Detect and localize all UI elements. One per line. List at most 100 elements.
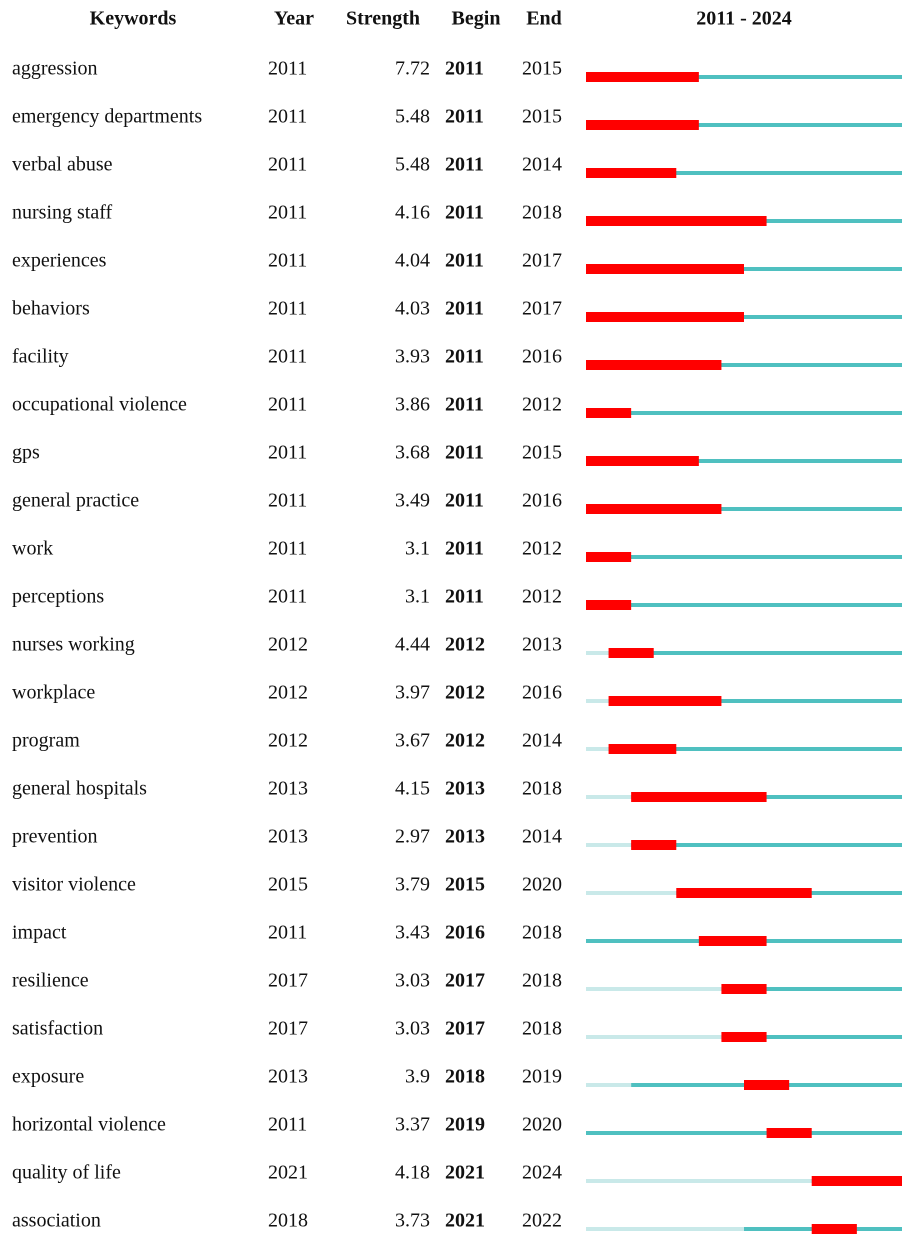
header-year: Year xyxy=(274,8,314,30)
end: 2015 xyxy=(522,58,562,80)
strength: 3.9 xyxy=(405,1066,430,1088)
keyword: general practice xyxy=(12,490,139,512)
year: 2018 xyxy=(268,1210,308,1232)
year: 2021 xyxy=(268,1162,308,1184)
burst-bar xyxy=(586,456,699,466)
end: 2020 xyxy=(522,874,562,896)
strength: 4.15 xyxy=(395,778,430,800)
end: 2017 xyxy=(522,250,562,272)
burst-bar xyxy=(586,312,744,322)
end: 2017 xyxy=(522,298,562,320)
keyword: program xyxy=(12,730,80,752)
year: 2011 xyxy=(268,58,307,80)
year: 2011 xyxy=(268,586,307,608)
year: 2011 xyxy=(268,490,307,512)
strength: 3.68 xyxy=(395,442,430,464)
end: 2014 xyxy=(522,730,562,752)
begin: 2011 xyxy=(445,298,484,320)
pre-year-line xyxy=(586,1083,632,1087)
burst-bar xyxy=(586,120,699,130)
begin: 2013 xyxy=(445,778,485,800)
end: 2018 xyxy=(522,778,562,800)
end: 2014 xyxy=(522,826,562,848)
burst-bar xyxy=(586,168,677,178)
keyword: experiences xyxy=(12,250,107,272)
strength: 3.37 xyxy=(395,1114,430,1136)
keyword: nursing staff xyxy=(12,202,113,224)
strength: 3.79 xyxy=(395,874,430,896)
burst-bar xyxy=(586,600,632,610)
begin: 2011 xyxy=(445,250,484,272)
year: 2013 xyxy=(268,826,308,848)
keyword: impact xyxy=(12,922,67,944)
active-line xyxy=(586,1131,902,1135)
pre-year-line xyxy=(586,891,677,895)
keyword: aggression xyxy=(12,58,98,80)
strength: 5.48 xyxy=(395,106,430,128)
pre-year-line xyxy=(586,747,609,751)
pre-year-line xyxy=(586,1179,812,1183)
active-line xyxy=(608,747,902,751)
strength: 3.93 xyxy=(395,346,430,368)
strength: 4.18 xyxy=(395,1162,430,1184)
end: 2018 xyxy=(522,970,562,992)
begin: 2011 xyxy=(445,586,484,608)
year: 2017 xyxy=(268,970,308,992)
burst-bar xyxy=(608,648,654,658)
burst-bar xyxy=(811,1176,902,1186)
keyword: work xyxy=(12,538,53,560)
pre-year-line xyxy=(586,651,609,655)
strength: 7.72 xyxy=(395,58,430,80)
year: 2011 xyxy=(268,922,307,944)
active-line xyxy=(586,459,902,463)
active-line xyxy=(721,1035,902,1039)
pre-year-line xyxy=(586,795,632,799)
active-line xyxy=(586,171,902,175)
begin: 2012 xyxy=(445,682,485,704)
burst-bar xyxy=(811,1224,857,1234)
keyword: occupational violence xyxy=(12,394,187,416)
end: 2012 xyxy=(522,394,562,416)
keyword: resilience xyxy=(12,970,89,992)
year: 2011 xyxy=(268,298,307,320)
active-line xyxy=(586,363,902,367)
strength: 5.48 xyxy=(395,154,430,176)
burst-bar xyxy=(631,840,677,850)
header-strength: Strength xyxy=(346,8,420,30)
burst-bar xyxy=(721,984,767,994)
active-line xyxy=(586,507,902,511)
begin: 2017 xyxy=(445,1018,485,1040)
strength: 3.67 xyxy=(395,730,430,752)
keyword: quality of life xyxy=(12,1162,121,1184)
begin: 2013 xyxy=(445,826,485,848)
year: 2011 xyxy=(268,250,307,272)
burst-bar xyxy=(608,696,722,706)
end: 2024 xyxy=(522,1162,562,1184)
strength: 4.03 xyxy=(395,298,430,320)
begin: 2021 xyxy=(445,1210,485,1232)
year: 2012 xyxy=(268,730,308,752)
end: 2012 xyxy=(522,538,562,560)
year: 2011 xyxy=(268,346,307,368)
active-line xyxy=(608,699,902,703)
pre-year-line xyxy=(586,987,722,991)
year: 2011 xyxy=(268,394,307,416)
pre-year-line xyxy=(586,1227,744,1231)
burst-bar xyxy=(586,504,722,514)
begin: 2011 xyxy=(445,58,484,80)
begin: 2011 xyxy=(445,538,484,560)
year: 2013 xyxy=(268,778,308,800)
keyword: workplace xyxy=(12,682,95,704)
active-line xyxy=(586,123,902,127)
strength: 3.1 xyxy=(405,538,430,560)
strength: 3.97 xyxy=(395,682,430,704)
active-line xyxy=(586,555,902,559)
year: 2011 xyxy=(268,538,307,560)
keyword: satisfaction xyxy=(12,1018,103,1040)
begin: 2019 xyxy=(445,1114,485,1136)
begin: 2011 xyxy=(445,106,484,128)
keyword: emergency departments xyxy=(12,106,202,128)
keyword: general hospitals xyxy=(12,778,147,800)
end: 2019 xyxy=(522,1066,562,1088)
burst-bar xyxy=(586,216,767,226)
